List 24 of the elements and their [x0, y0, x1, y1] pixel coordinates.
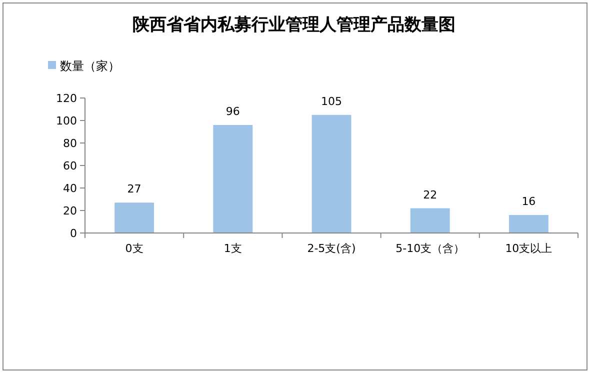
chart-title: 陕西省省内私募行业管理人管理产品数量图: [132, 15, 456, 35]
x-tick-label: 2-5支(含): [307, 242, 356, 255]
y-tick-label: 40: [63, 182, 77, 195]
y-tick-label: 120: [56, 92, 77, 105]
y-tick-label: 20: [63, 204, 77, 218]
data-label: 105: [321, 94, 342, 108]
y-tick-label: 60: [63, 160, 77, 172]
legend-label: 数量（家）: [60, 59, 120, 73]
bar: [508, 215, 548, 233]
data-label: 22: [423, 188, 438, 202]
x-tick-label: 0支: [125, 242, 144, 255]
data-label: 96: [226, 105, 240, 118]
bar: [114, 202, 154, 233]
bar: [312, 114, 352, 233]
data-label: 16: [522, 195, 536, 208]
bar: [213, 125, 253, 233]
data-label: 27: [127, 182, 142, 196]
bar: [410, 208, 450, 233]
x-tick-label: 10支以上: [505, 242, 552, 255]
x-tick-label: 5-10支（含）: [396, 242, 465, 255]
x-tick-label: 1支: [224, 242, 242, 255]
y-tick-label: 0: [70, 227, 77, 240]
y-tick-label: 80: [63, 137, 77, 150]
y-tick-label: 100: [56, 114, 77, 128]
